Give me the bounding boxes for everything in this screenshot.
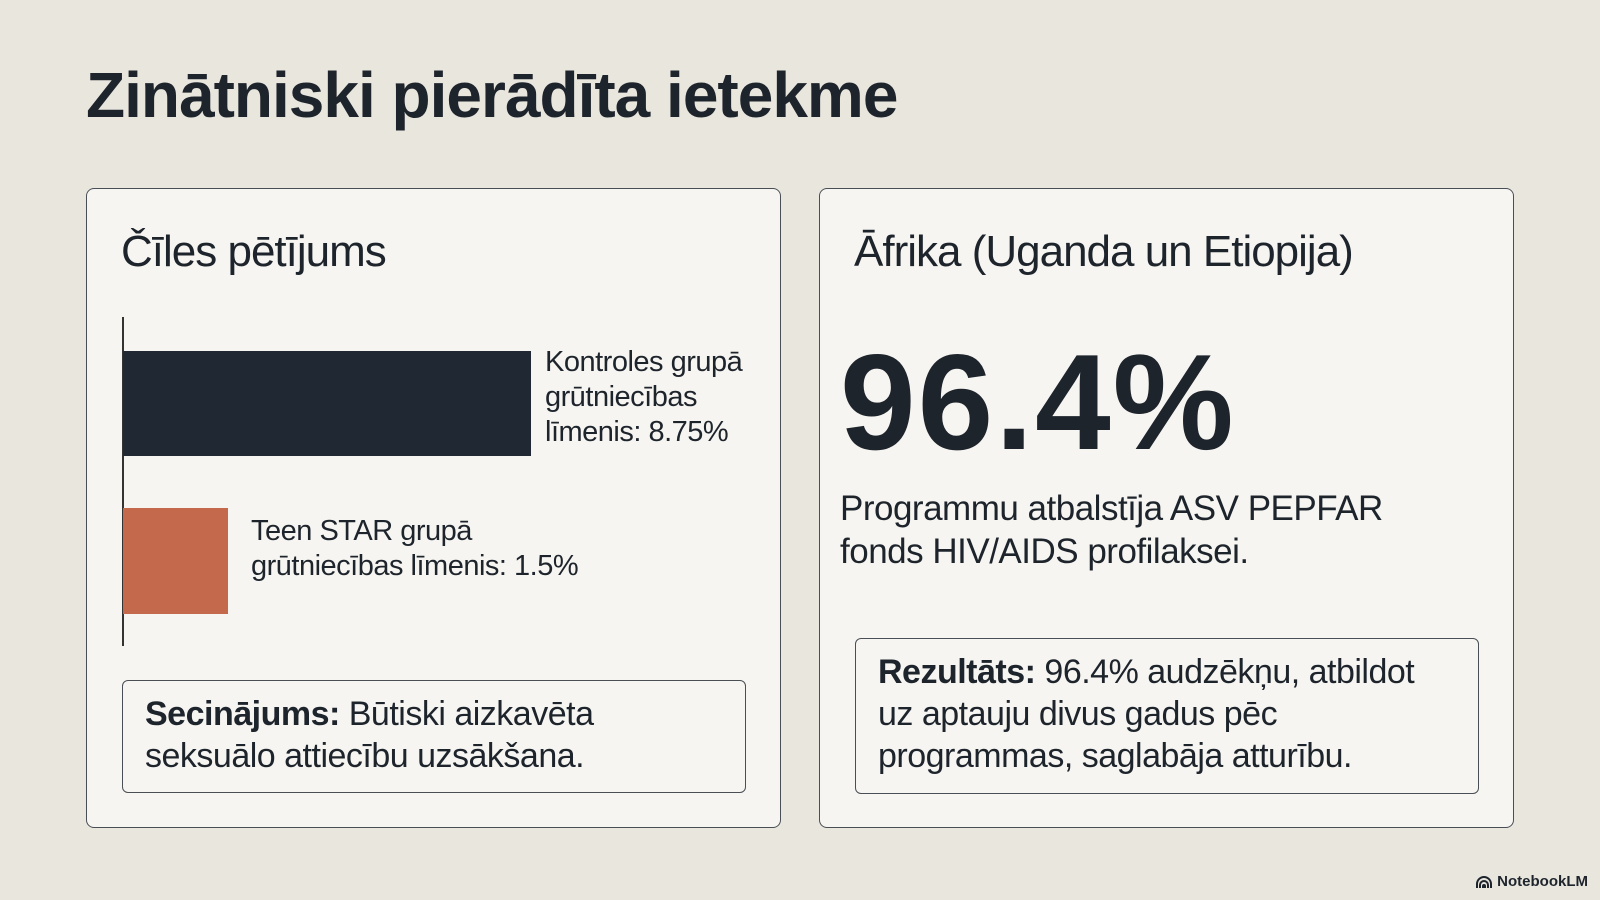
bar-label-control-group: Kontroles grupā grūtniecības līmenis: 8.… <box>545 346 743 448</box>
chile-study-heading: Čīles pētījums <box>121 227 387 276</box>
slide-title: Zinātniski pierādīta ietekme <box>86 59 898 131</box>
bar-label-teen-star-group: Teen STAR grupā grūtniecības līmenis: 1.… <box>251 515 579 582</box>
conclusion-text: Būtiski aizkavēta seksuālo attiecību uzs… <box>145 695 594 775</box>
notebooklm-logo-icon <box>1476 875 1493 888</box>
conclusion-label: Secinājums: <box>145 695 340 733</box>
brand-name: NotebookLM <box>1497 873 1588 890</box>
conclusion-box: Secinājums: Būtiski aizkavēta seksuālo a… <box>122 680 746 793</box>
result-box: Rezultāts: 96.4% audzēkņu, atbildot uz a… <box>855 638 1479 794</box>
notebooklm-brand: NotebookLM <box>1476 873 1588 890</box>
africa-panel: Āfrika (Uganda un Etiopija) 96.4% Progra… <box>819 188 1514 828</box>
bar-control-group <box>123 351 531 456</box>
result-text: 96.4% audzēkņu, atbildot uz aptauju divu… <box>878 653 1415 775</box>
africa-description: Programmu atbalstīja ASV PEPFAR fonds HI… <box>840 489 1383 571</box>
big-stat: 96.4% <box>840 326 1236 478</box>
bar-teen-star-group <box>123 508 228 614</box>
africa-heading: Āfrika (Uganda un Etiopija) <box>854 227 1354 276</box>
chile-study-panel: Čīles pētījums Kontroles grupā grūtniecī… <box>86 188 781 828</box>
chart-axis <box>122 317 124 646</box>
result-label: Rezultāts: <box>878 653 1036 691</box>
